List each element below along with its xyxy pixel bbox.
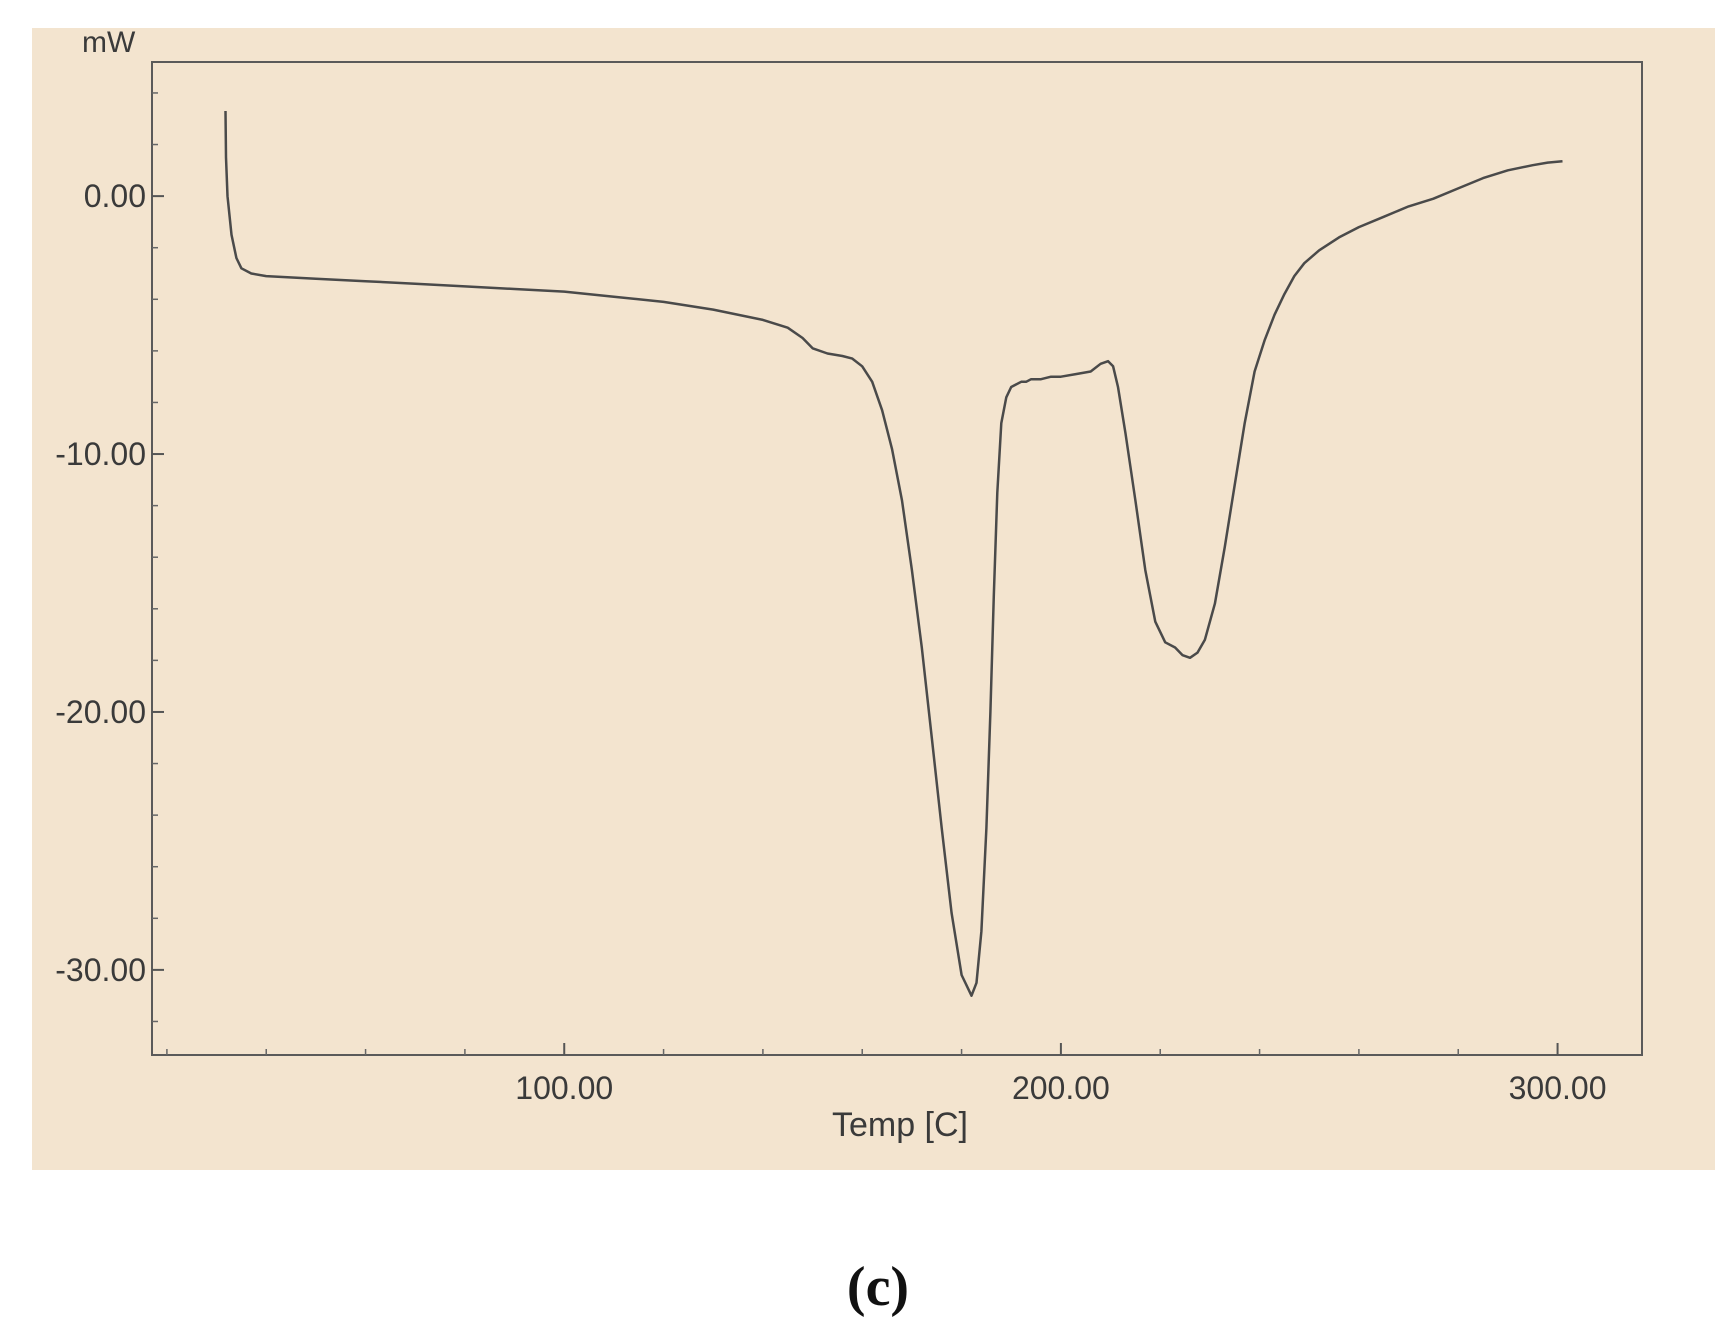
x-axis-label: Temp [C] (832, 1106, 968, 1144)
y-tick-label-3: -30.00 (55, 952, 146, 988)
y-axis: 0.00 -10.00 -20.00 -30.00 (55, 178, 164, 988)
x-axis: 100.00 200.00 300.00 (515, 1043, 1607, 1106)
plot-frame (151, 61, 1643, 1056)
x-tick-label-2: 300.00 (1509, 1070, 1607, 1106)
dsc-curve-series (224, 110, 1563, 997)
y-tick-label-0: 0.00 (84, 178, 146, 214)
chart-panel-background (32, 28, 1715, 1170)
y-axis-label: mW (82, 26, 136, 59)
x-tick-label-0: 100.00 (515, 1070, 613, 1106)
minor-ticks (152, 92, 1459, 1055)
y-tick-label-2: -20.00 (55, 694, 146, 730)
figure-caption: (c) (847, 1256, 909, 1318)
x-tick-label-1: 200.00 (1012, 1070, 1110, 1106)
y-tick-label-1: -10.00 (55, 436, 146, 472)
